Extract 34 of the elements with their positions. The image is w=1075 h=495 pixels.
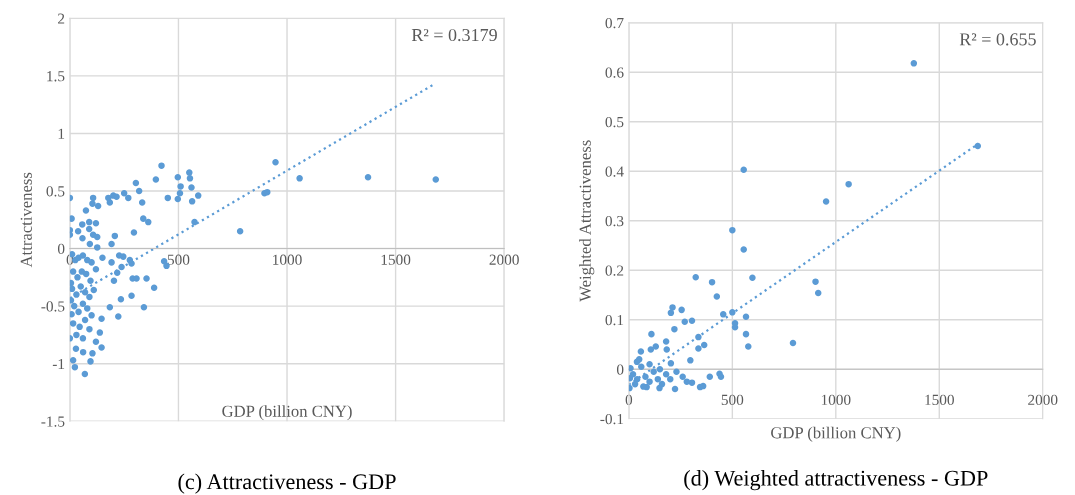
y-tick-label: 0 [57,243,65,255]
y-axis-title: Weighted Attractiveness [579,140,595,302]
x-tick-label: 2000 [489,254,519,265]
y-tick-label: 0 [616,364,624,375]
y-tick-label: -1 [52,358,65,369]
y-tick-label: 0.6 [605,67,624,78]
y-tick-label: 1.5 [47,71,65,82]
x-tick-label: 500 [167,254,190,265]
y-tick-label: 0.3 [605,215,624,227]
y-tick-label: 0.5 [46,186,65,197]
x-tick-label: 1000 [273,254,302,265]
y-tick-label: 0.5 [605,116,624,128]
y-tick-label: 0.1 [605,314,624,326]
annotation: R² = 0.3179 [411,28,497,42]
y-tick-label: 1 [58,128,65,139]
annotation: R² = 0.655 [959,33,1036,46]
y-tick-label: 2 [58,13,65,24]
y-tick-label: -1.5 [41,416,65,427]
y-tick-label: 0.7 [605,17,624,29]
x-tick-label: 500 [721,394,744,406]
x-tick-label: 1000 [821,394,851,406]
text: (d) Weighted attractiveness - GDP [684,470,988,491]
text: (c) Attractiveness - GDP [178,473,396,494]
x-axis-title: GDP (billion CNY) [771,426,901,442]
y-tick-label: 0.4 [605,166,624,177]
x-tick-label: 1500 [381,254,411,265]
y-tick-label: -0.1 [600,413,624,425]
x-tick-label: 2000 [1028,394,1058,406]
y-tick-label: -0.5 [41,301,65,312]
y-tick-label: 0.2 [605,265,624,276]
x-tick-label: 0 [625,394,633,406]
x-axis-title: GDP (billion CNY) [222,405,352,421]
x-tick-label: 1500 [925,394,954,406]
y-axis-title: Attractiveness [20,172,32,268]
